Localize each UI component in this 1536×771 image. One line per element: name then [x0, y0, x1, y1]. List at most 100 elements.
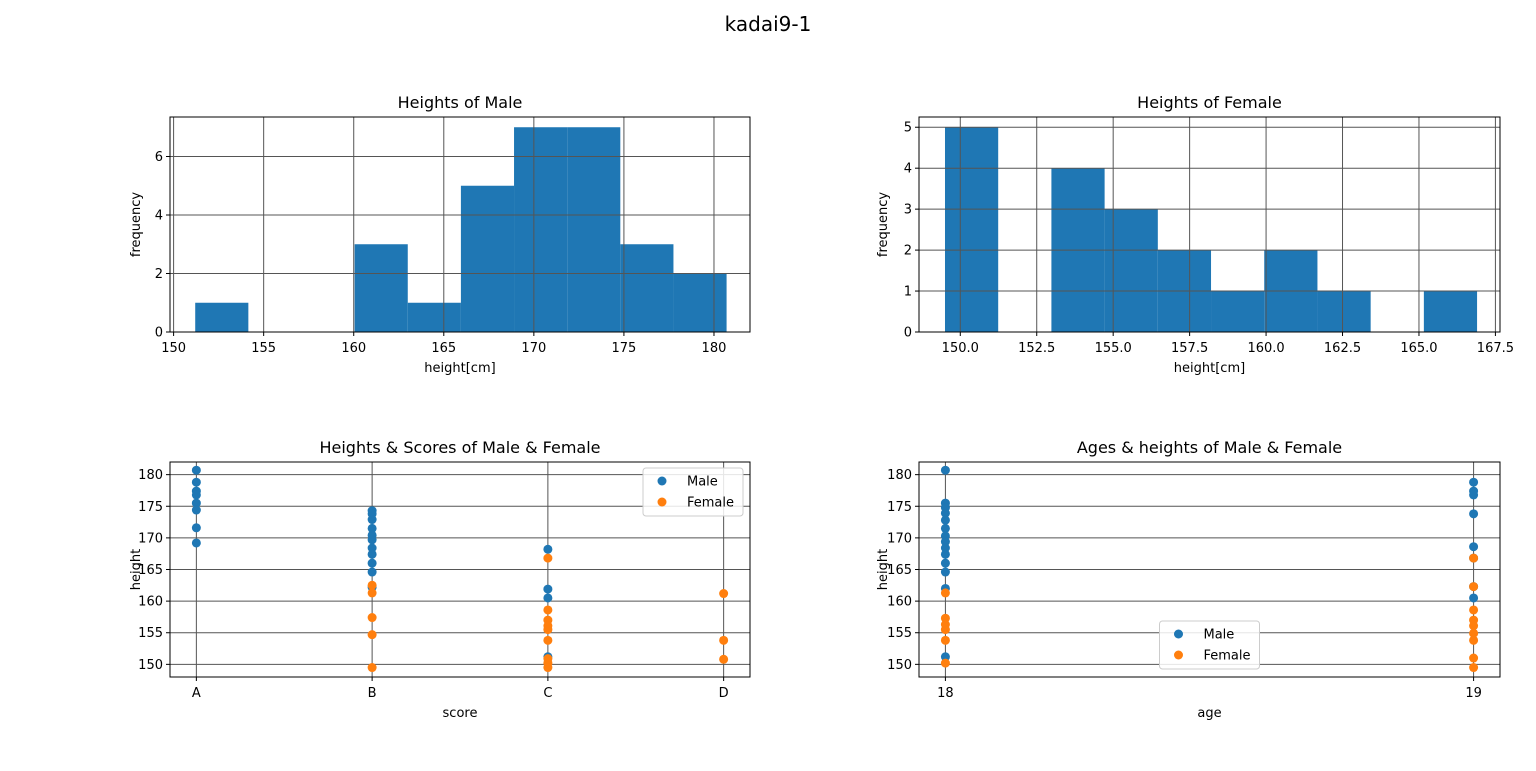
scatter-point — [940, 508, 950, 518]
scatter-point — [191, 490, 201, 500]
x-tick-label: 18 — [937, 686, 954, 701]
y-axis-label: frequency — [129, 192, 144, 258]
legend: Male Female — [1159, 620, 1260, 670]
chart-title: Heights of Female — [1137, 93, 1282, 112]
scatter-point — [719, 635, 729, 645]
scatter-point — [191, 498, 201, 508]
x-tick-label: 155 — [251, 341, 276, 356]
x-tick-label: 157.5 — [1171, 341, 1208, 356]
histogram-bar — [407, 302, 461, 332]
scatter-point — [367, 613, 377, 623]
grid — [170, 117, 750, 332]
scatter-point — [367, 663, 377, 673]
x-tick-label: A — [192, 686, 201, 701]
scatter-point — [1469, 542, 1479, 552]
x-axis-label: height[cm] — [1174, 361, 1245, 376]
y-tick-label: 4 — [904, 162, 912, 177]
legend-marker — [1174, 629, 1183, 639]
histogram-bar — [1211, 291, 1265, 332]
y-tick-label: 175 — [138, 500, 163, 515]
y-tick-label: 155 — [138, 626, 163, 641]
y-tick-label: 150 — [138, 658, 163, 673]
scatter-point — [940, 537, 950, 547]
scatter-point — [940, 658, 950, 668]
y-tick-label: 155 — [887, 626, 912, 641]
scatter-point — [1469, 490, 1479, 500]
scatter-point — [367, 567, 377, 577]
axes-frame — [169, 461, 751, 678]
histogram-bars — [944, 127, 1478, 332]
legend-marker — [1174, 650, 1183, 660]
x-tick-label: 167.5 — [1477, 341, 1514, 356]
grid — [919, 117, 1500, 332]
x-axis-label: height[cm] — [424, 361, 495, 376]
chart-title: Ages & heights of Male & Female — [1077, 438, 1342, 457]
scatter-point — [543, 584, 553, 594]
series-male — [191, 465, 553, 662]
histogram-bar — [460, 185, 515, 332]
y-tick-label: 180 — [138, 468, 163, 483]
scatter-point — [191, 523, 201, 533]
x-tick-label: 160.0 — [1247, 341, 1284, 356]
x-tick-label: B — [368, 686, 377, 701]
series-female — [367, 553, 729, 673]
y-tick-label: 160 — [138, 595, 163, 610]
ages-heights-scatter: Ages & heights of Male & Female 18 19 150 15… — [876, 438, 1501, 721]
legend-label: Female — [687, 496, 734, 511]
legend-label: Male — [687, 475, 718, 490]
scatter-point — [191, 538, 201, 548]
chart-title: Heights of Male — [398, 93, 523, 112]
scatter-point — [940, 588, 950, 598]
heights-scores-scatter: Heights & Scores of Male & Female A B C D 150… — [129, 438, 751, 721]
scatter-point — [543, 625, 553, 635]
legend-marker — [657, 497, 667, 507]
female-heights-histogram: Heights of Female 150.0 152.5 155.0 157.5 160… — [876, 93, 1514, 376]
x-tick-label: 180 — [702, 341, 727, 356]
y-tick-label: 0 — [904, 326, 912, 341]
x-axis-label: age — [1197, 706, 1221, 721]
scatter-point — [543, 663, 553, 673]
series-female — [940, 553, 1479, 673]
y-axis-label: frequency — [876, 192, 891, 258]
scatter-point — [367, 523, 377, 533]
scatter-point — [543, 553, 553, 563]
axes-frame — [918, 116, 1501, 333]
scatter-point — [191, 465, 201, 475]
scatter-point — [940, 543, 950, 553]
y-tick-label: 4 — [155, 208, 163, 223]
x-tick-label: 155.0 — [1095, 341, 1132, 356]
x-tick-label: C — [543, 686, 552, 701]
x-tick-label: 170 — [521, 341, 546, 356]
scatter-point — [719, 654, 729, 664]
scatter-point — [367, 543, 377, 553]
y-tick-label: 170 — [887, 531, 912, 546]
histogram-bars — [195, 127, 727, 332]
x-tick-label: 175 — [611, 341, 636, 356]
histogram-bar — [620, 244, 674, 332]
histogram-bar — [1317, 291, 1371, 332]
histogram-bar — [944, 127, 999, 332]
y-tick-label: 180 — [887, 468, 912, 483]
x-tick-label: 19 — [1465, 686, 1482, 701]
scatter-point — [367, 580, 377, 590]
histogram-bar — [567, 127, 621, 332]
legend-box — [1159, 620, 1260, 670]
scatter-point — [1469, 635, 1479, 645]
scatter-point — [543, 605, 553, 615]
histogram-bar — [1423, 291, 1478, 332]
chart-title: Heights & Scores of Male & Female — [319, 438, 600, 457]
axes-frame — [918, 461, 1501, 678]
x-tick-label: 150.0 — [942, 341, 979, 356]
scatter-point — [191, 477, 201, 487]
scatter-point — [940, 625, 950, 635]
scatter-point — [367, 588, 377, 598]
scatter-point — [367, 558, 377, 568]
x-axis-label: score — [443, 706, 478, 721]
scatter-point — [940, 635, 950, 645]
scatter-point — [1469, 582, 1479, 592]
scatter-point — [543, 544, 553, 554]
x-tick-label: 152.5 — [1018, 341, 1055, 356]
scatter-point — [940, 652, 950, 662]
scatter-point — [1469, 553, 1479, 563]
y-tick-label: 170 — [138, 531, 163, 546]
